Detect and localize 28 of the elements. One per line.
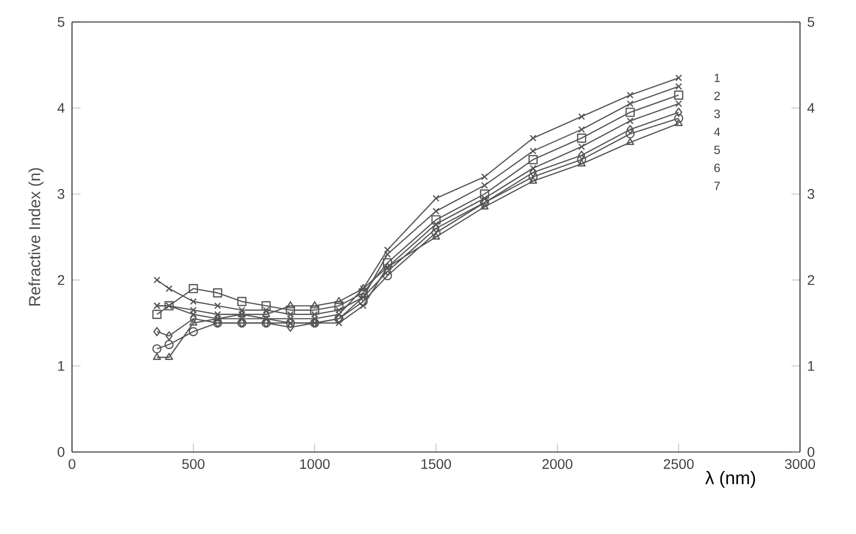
- y2-tick-label: 4: [807, 103, 814, 113]
- y2-tick-label: 1: [808, 361, 814, 371]
- y-tick-label: 0: [58, 447, 64, 457]
- text: 6: [714, 164, 720, 172]
- y-tick-label: 1: [58, 361, 64, 371]
- text: 3: [714, 110, 720, 118]
- text: 5: [714, 146, 720, 154]
- x-tick-label: 2000: [542, 459, 572, 469]
- x-tick-label: 500: [182, 459, 204, 469]
- x-tick-label: 2500: [664, 459, 694, 469]
- x-tick-label: 0: [68, 459, 76, 469]
- y-tick-label: 4: [57, 103, 65, 113]
- y-tick-label: 5: [58, 17, 64, 27]
- y2-tick-label: 0: [808, 447, 814, 457]
- y2-tick-label: 3: [808, 189, 814, 199]
- y-tick-label: 3: [58, 189, 64, 199]
- y-axis-title: Refractive Index (n): [28, 168, 44, 306]
- text: 1: [714, 74, 720, 82]
- text: 4: [714, 128, 720, 136]
- x-tick-label: 1500: [422, 459, 452, 469]
- y-tick-label: 2: [58, 275, 64, 285]
- x-tick-label: 3000: [784, 459, 816, 469]
- y2-tick-label: 2: [808, 275, 814, 285]
- x-tick-label: 1000: [300, 459, 330, 469]
- text: 2: [714, 92, 720, 100]
- text: 7: [714, 182, 720, 190]
- y2-tick-label: 5: [808, 17, 814, 27]
- x-axis-title: λ (nm): [705, 471, 756, 488]
